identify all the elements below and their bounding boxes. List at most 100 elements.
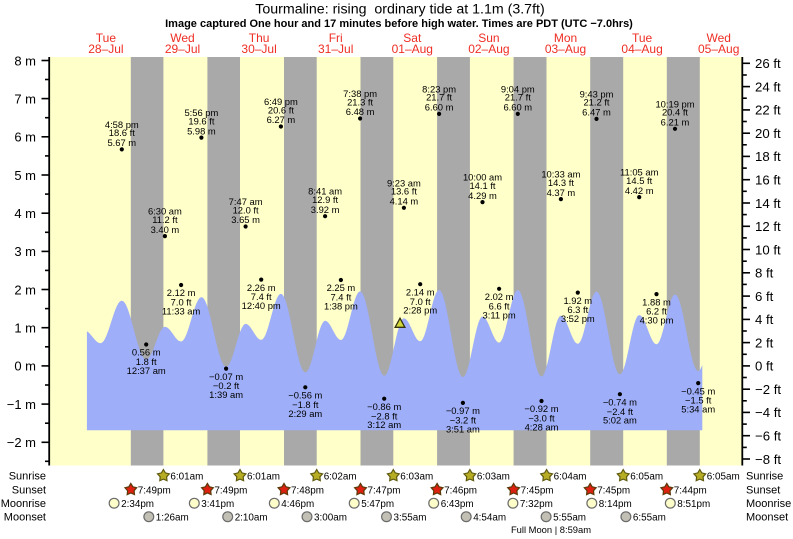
svg-text:−0.97 m: −0.97 m	[446, 405, 480, 416]
svg-text:7:48pm: 7:48pm	[291, 486, 324, 497]
svg-text:−0.45 m: −0.45 m	[681, 385, 715, 396]
svg-text:Moonrise: Moonrise	[1, 498, 46, 510]
svg-text:7.4 ft: 7.4 ft	[251, 291, 272, 302]
svg-text:2.26 m: 2.26 m	[247, 282, 276, 293]
svg-text:4:46pm: 4:46pm	[281, 499, 314, 510]
svg-text:3:00am: 3:00am	[314, 513, 347, 524]
svg-text:14.1 ft: 14.1 ft	[469, 180, 495, 191]
svg-text:21.2 ft: 21.2 ft	[583, 97, 609, 108]
svg-text:7:45pm: 7:45pm	[597, 486, 630, 497]
svg-text:Moonset: Moonset	[4, 512, 46, 524]
svg-text:3.65 m: 3.65 m	[231, 214, 260, 225]
svg-text:−3.2 ft: −3.2 ft	[450, 415, 477, 426]
svg-text:7:45pm: 7:45pm	[521, 486, 554, 497]
svg-text:2 m: 2 m	[14, 282, 36, 297]
svg-text:−0.92 m: −0.92 m	[524, 403, 558, 414]
svg-text:8:51pm: 8:51pm	[677, 499, 710, 510]
svg-text:14.3 ft: 14.3 ft	[548, 177, 574, 188]
svg-text:Full Moon | 8:59am: Full Moon | 8:59am	[511, 524, 591, 535]
svg-text:7.4 ft: 7.4 ft	[330, 292, 351, 303]
svg-text:6.60 m: 6.60 m	[503, 102, 532, 113]
svg-text:24 ft: 24 ft	[755, 79, 781, 94]
svg-text:−0.2 ft: −0.2 ft	[213, 380, 240, 391]
svg-text:3:11 pm: 3:11 pm	[483, 309, 516, 320]
svg-text:−8 ft: −8 ft	[755, 452, 781, 467]
svg-text:5:34 am: 5:34 am	[681, 404, 715, 415]
svg-text:28–Jul: 28–Jul	[88, 42, 123, 56]
svg-text:21.7 ft: 21.7 ft	[505, 92, 531, 103]
svg-text:6.60 m: 6.60 m	[425, 102, 454, 113]
svg-text:6:03am: 6:03am	[400, 472, 433, 483]
svg-text:1:39 am: 1:39 am	[209, 389, 243, 400]
svg-text:26 ft: 26 ft	[755, 56, 781, 71]
svg-text:02–Aug: 02–Aug	[468, 42, 509, 56]
svg-text:20 ft: 20 ft	[755, 126, 781, 141]
svg-text:31–Jul: 31–Jul	[318, 42, 353, 56]
svg-text:−1 m: −1 m	[7, 397, 36, 412]
svg-text:4:54am: 4:54am	[473, 513, 506, 524]
svg-text:−1.8 ft: −1.8 ft	[292, 399, 319, 410]
svg-text:2:34pm: 2:34pm	[121, 499, 154, 510]
svg-text:Mon: Mon	[554, 31, 577, 45]
svg-text:8:23 pm: 8:23 pm	[422, 83, 456, 94]
svg-text:6:49 pm: 6:49 pm	[264, 96, 298, 107]
svg-text:20.6 ft: 20.6 ft	[268, 104, 294, 115]
svg-text:Moonrise: Moonrise	[746, 498, 791, 510]
svg-text:Tourmaline: rising ordinary t: Tourmaline: rising ordinary tide at 1.1m…	[255, 1, 544, 17]
svg-text:2.14 m: 2.14 m	[406, 286, 435, 297]
svg-text:5.67 m: 5.67 m	[107, 137, 136, 148]
svg-text:7 m: 7 m	[14, 91, 36, 106]
svg-text:6:01am: 6:01am	[170, 472, 203, 483]
svg-text:7.0 ft: 7.0 ft	[410, 296, 431, 307]
svg-text:6:04am: 6:04am	[554, 472, 587, 483]
svg-text:6:02am: 6:02am	[324, 472, 357, 483]
svg-text:3:51 am: 3:51 am	[446, 423, 480, 434]
svg-text:4.37 m: 4.37 m	[547, 187, 576, 198]
svg-text:Sunset: Sunset	[12, 485, 46, 497]
svg-text:6 m: 6 m	[14, 130, 36, 145]
svg-text:3:41pm: 3:41pm	[201, 499, 234, 510]
svg-text:0.56 m: 0.56 m	[132, 347, 161, 358]
svg-text:6.6 ft: 6.6 ft	[489, 300, 510, 311]
svg-text:13.6 ft: 13.6 ft	[391, 186, 417, 197]
svg-text:Thu: Thu	[249, 31, 270, 45]
svg-text:6.48 m: 6.48 m	[346, 106, 375, 117]
svg-text:12 ft: 12 ft	[755, 219, 781, 234]
svg-text:−2 ft: −2 ft	[755, 382, 781, 397]
svg-text:11:05 am: 11:05 am	[620, 167, 659, 178]
svg-text:3:12 am: 3:12 am	[367, 419, 401, 430]
svg-text:Sat: Sat	[403, 31, 422, 45]
svg-text:8:14pm: 8:14pm	[599, 499, 632, 510]
svg-text:6.47 m: 6.47 m	[582, 107, 611, 118]
svg-text:7:47 am: 7:47 am	[229, 196, 263, 207]
svg-text:2:10am: 2:10am	[235, 513, 268, 524]
svg-text:−6 ft: −6 ft	[755, 429, 781, 444]
svg-text:21.7 ft: 21.7 ft	[426, 92, 452, 103]
svg-text:Sunrise: Sunrise	[9, 471, 46, 483]
svg-text:7.0 ft: 7.0 ft	[171, 297, 192, 308]
svg-text:−2 m: −2 m	[7, 435, 36, 450]
svg-text:6:03am: 6:03am	[477, 472, 510, 483]
svg-text:11:33 am: 11:33 am	[162, 306, 201, 317]
svg-text:0 m: 0 m	[14, 359, 36, 374]
svg-text:21.3 ft: 21.3 ft	[347, 96, 373, 107]
svg-text:7:47pm: 7:47pm	[368, 486, 401, 497]
svg-text:20.4 ft: 20.4 ft	[662, 107, 688, 118]
svg-text:7:49pm: 7:49pm	[214, 486, 247, 497]
svg-text:14.5 ft: 14.5 ft	[626, 175, 652, 186]
svg-text:−2.8 ft: −2.8 ft	[371, 410, 398, 421]
svg-text:1:26am: 1:26am	[156, 513, 189, 524]
svg-text:−2.4 ft: −2.4 ft	[607, 406, 634, 417]
svg-text:01–Aug: 01–Aug	[392, 42, 433, 56]
svg-text:29–Jul: 29–Jul	[165, 42, 200, 56]
svg-text:2 ft: 2 ft	[755, 335, 774, 350]
svg-text:Wed: Wed	[706, 31, 730, 45]
svg-text:4 m: 4 m	[14, 206, 36, 221]
svg-text:Moonset: Moonset	[746, 512, 788, 524]
svg-text:14 ft: 14 ft	[755, 196, 781, 211]
svg-text:4.42 m: 4.42 m	[625, 185, 654, 196]
svg-text:3.40 m: 3.40 m	[151, 224, 180, 235]
svg-text:2.12 m: 2.12 m	[167, 287, 196, 298]
svg-text:8:41 am: 8:41 am	[308, 186, 342, 197]
svg-text:6 ft: 6 ft	[755, 289, 774, 304]
